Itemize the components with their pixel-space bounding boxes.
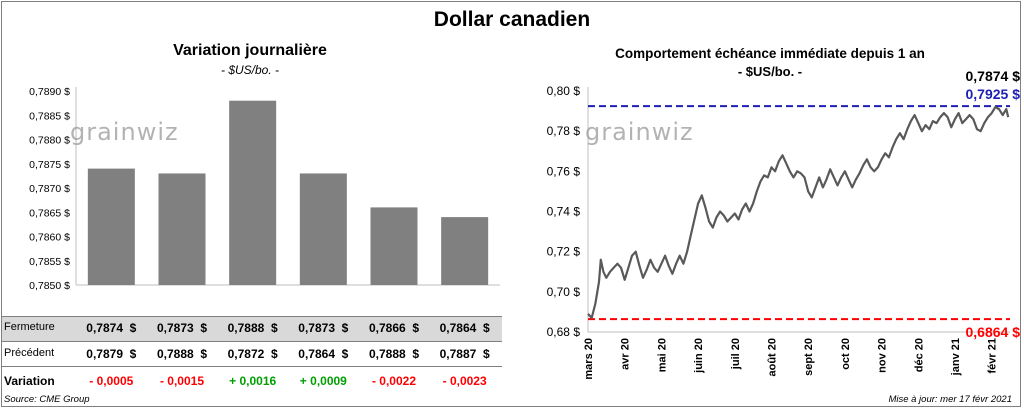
table-cell: 0,7887 $: [439, 347, 490, 361]
line-chart: 0,68 $ 0,70 $ 0,72 $ 0,74 $ 0,76 $ 0,78 $ 0,80…: [547, 84, 1010, 380]
update-note: Mise à jour: mer 17 févr 2021: [888, 394, 1012, 405]
bar-category-label: mai 21: [234, 299, 272, 300]
bar-y-tick: 0,7880 $: [29, 135, 70, 147]
line-x-tick: avr 20: [620, 338, 632, 370]
price-line-series: [587, 105, 1010, 319]
line-y-tick: 0,72 $: [547, 245, 581, 259]
bar: [370, 207, 418, 285]
table-cell: 0,7864 $: [439, 321, 490, 335]
line-x-tick: juil 20: [730, 338, 742, 370]
table-row-label: Variation: [4, 374, 55, 388]
table-cell: 0,7866 $: [368, 321, 420, 335]
line-x-tick: déc 20: [913, 338, 925, 372]
line-y-tick: 0,74 $: [547, 205, 581, 219]
line-x-tick: janv 21: [950, 338, 962, 376]
right-chart-title: Comportement échéance immédiate depuis 1…: [615, 46, 925, 61]
table-band: [2, 316, 502, 342]
line-y-tick: 0,78 $: [547, 124, 581, 138]
table-row-label: Fermeture: [4, 321, 55, 333]
left-chart-title: Variation journalière: [173, 42, 327, 59]
table-cell: 0,7888 $: [368, 347, 420, 361]
bar-y-tick: 0,7870 $: [29, 183, 70, 195]
table-cell: 0,7888 $: [227, 321, 278, 335]
line-x-tick: nov 20: [877, 338, 889, 373]
source-note: Source: CME Group: [4, 394, 90, 405]
line-x-tick: oct 20: [840, 338, 852, 370]
table-cell: 0,7879 $: [86, 347, 137, 361]
table-cell: - 0,0023: [442, 374, 487, 388]
right-chart-subtitle: - $US/bo. -: [737, 64, 803, 79]
bar-category-label: juin 21: [303, 299, 342, 300]
line-x-tick: août 20: [766, 338, 778, 377]
right-watermark: grainwiz: [585, 118, 694, 146]
line-x-tick: mai 20: [656, 338, 668, 372]
line-y-tick: 0,68 $: [547, 325, 581, 339]
table-cell: - 0,0005: [89, 374, 134, 388]
bar-y-tick: 0,7860 $: [29, 232, 70, 244]
page-title: Dollar canadien: [433, 8, 591, 31]
table-cell: 0,7888 $: [156, 347, 208, 361]
bar: [299, 173, 347, 285]
bar-y-tick: 0,7865 $: [29, 207, 70, 219]
bar: [441, 217, 489, 285]
bar-y-tick: 0,7855 $: [29, 256, 70, 268]
line-x-tick: sept 20: [803, 338, 815, 376]
line-x-tick: juin 20: [693, 338, 705, 374]
table-cell: 0,7872 $: [227, 347, 278, 361]
line-y-tick: 0,70 $: [547, 285, 581, 299]
left-watermark: grainwiz: [70, 118, 179, 146]
table-cell: + 0,0009: [299, 374, 347, 388]
left-chart-subtitle: - $US/bo. -: [220, 63, 280, 77]
table-row-label: Précédent: [4, 347, 55, 359]
line-x-tick: mars 20: [583, 338, 595, 380]
bar-category-label: mars 21: [89, 299, 135, 300]
bar-category-label: déc 21: [446, 299, 484, 300]
bar: [158, 173, 206, 285]
line-y-tick: 0,80 $: [547, 84, 581, 98]
bar-category-label: sept 21: [373, 299, 415, 300]
table-cell: + 0,0016: [229, 374, 277, 388]
table-cell: 0,7864 $: [298, 347, 349, 361]
table-cell: 0,7874 $: [86, 321, 137, 335]
table-cell: 0,7873 $: [156, 321, 208, 335]
low-price-label: 0,6864 $: [965, 324, 1021, 340]
bar: [87, 168, 135, 285]
bar-y-tick: 0,7875 $: [29, 159, 70, 171]
line-y-tick: 0,76 $: [547, 164, 581, 178]
bar-y-tick: 0,7885 $: [29, 110, 70, 122]
bar-y-tick: 0,7850 $: [29, 280, 70, 292]
table-cell: 0,7873 $: [298, 321, 349, 335]
bar-chart: 0,7850 $ 0,7855 $ 0,7860 $ 0,7865 $ 0,7870 $…: [29, 86, 500, 300]
bar: [229, 100, 277, 285]
line-x-tick: févr 21: [987, 338, 999, 373]
bar-y-tick: 0,7890 $: [29, 86, 70, 98]
high-price-label: 0,7925 $: [965, 86, 1021, 102]
table-divider: [2, 366, 502, 367]
last-price-label: 0,7874 $: [965, 68, 1021, 84]
bar-category-label: avr 21: [165, 299, 200, 300]
table-cell: - 0,0015: [159, 374, 205, 388]
table-cell: - 0,0022: [371, 374, 417, 388]
